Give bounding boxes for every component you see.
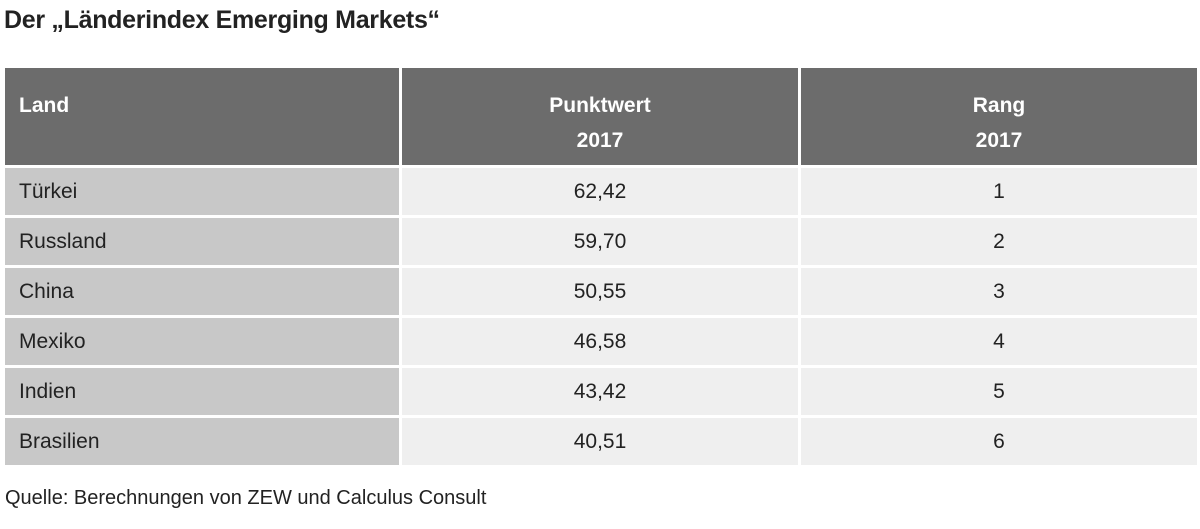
table-cell: 5	[801, 368, 1197, 415]
row-label: Russland	[5, 218, 399, 265]
table-cell: 3	[801, 268, 1197, 315]
header-cell: Land	[5, 68, 399, 165]
table-cell: 50,55	[402, 268, 798, 315]
header-text: Punktwert	[549, 94, 651, 117]
row-label: Türkei	[5, 168, 399, 215]
header-text: 2017	[576, 129, 624, 152]
header-cell: Punktwert 2017	[402, 68, 798, 165]
row-label: Mexiko	[5, 318, 399, 365]
table-cell: 4	[801, 318, 1197, 365]
table-cell: 2	[801, 218, 1197, 265]
row-label: Brasilien	[5, 418, 399, 465]
row-label: China	[5, 268, 399, 315]
header-text: 2017	[975, 129, 1023, 152]
row-label: Indien	[5, 368, 399, 415]
source-note: Quelle: Berechnungen von ZEW und Calculu…	[5, 487, 487, 509]
table-cell: 59,70	[402, 218, 798, 265]
header-text: Rang	[972, 94, 1026, 117]
table-cell: 40,51	[402, 418, 798, 465]
table-cell: 43,42	[402, 368, 798, 415]
table-cell: 6	[801, 418, 1197, 465]
title: Der „Länderindex Emerging Markets“	[4, 6, 440, 34]
table-cell: 46,58	[402, 318, 798, 365]
table-cell: 1	[801, 168, 1197, 215]
header-text: Land	[19, 94, 70, 117]
table-cell: 62,42	[402, 168, 798, 215]
header-cell: Rang 2017	[801, 68, 1197, 165]
